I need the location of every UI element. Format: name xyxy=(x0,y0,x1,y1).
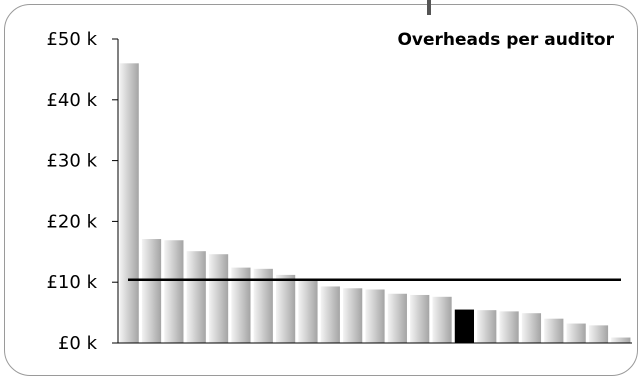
y-tick-label: £10 k xyxy=(46,272,97,293)
bar xyxy=(588,325,609,343)
bar xyxy=(164,240,184,343)
bar xyxy=(499,311,519,343)
bar xyxy=(477,310,497,343)
bar xyxy=(611,337,631,343)
bar xyxy=(320,286,340,343)
bar xyxy=(544,318,564,343)
bar xyxy=(275,274,296,343)
y-tick-label: £0 k xyxy=(58,333,98,354)
bar xyxy=(253,268,273,343)
bar xyxy=(410,294,430,343)
bar xyxy=(432,296,452,343)
y-tick-label: £40 k xyxy=(46,90,97,111)
y-tick-label: £50 k xyxy=(46,29,97,50)
bar xyxy=(231,267,251,343)
y-tick-label: £20 k xyxy=(46,211,97,232)
bar xyxy=(365,289,385,343)
highlighted-bar xyxy=(454,309,475,343)
bar xyxy=(119,63,139,343)
bar-series xyxy=(119,63,631,343)
bar xyxy=(208,254,229,343)
bar xyxy=(186,251,206,343)
y-axis-ticks: £0 k £10 k £20 k £30 k £40 k £50 k xyxy=(46,29,118,354)
y-tick-label: £30 k xyxy=(46,151,97,172)
frame-tick-mark xyxy=(427,0,431,15)
bar xyxy=(566,323,586,343)
bar xyxy=(387,293,407,343)
chart-title: Overheads per auditor xyxy=(397,30,614,50)
bar xyxy=(343,288,363,343)
bar xyxy=(141,239,162,343)
bar xyxy=(298,280,318,343)
bar xyxy=(521,313,542,343)
